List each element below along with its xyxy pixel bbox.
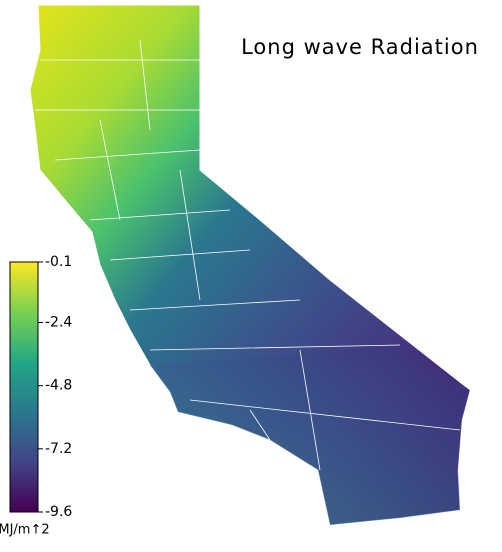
south-region (150, 345, 470, 525)
colorbar: MJ/m↑2 -0.1 -2.4 -4.8 -7.2 -9.6 (0, 254, 72, 538)
islands (186, 446, 273, 488)
county-lines (35, 39, 461, 471)
colorbar-tick-label: -9.6 (45, 504, 72, 520)
colorbar-tick-label: -4.8 (45, 378, 72, 394)
colorbar-tick-label: -2.4 (45, 315, 72, 331)
colorbar-tick-label: -7.2 (45, 441, 72, 457)
map-title: Long wave Radiation (241, 35, 479, 59)
colorbar-scale (9, 261, 39, 513)
colorbar-unit: MJ/m↑2 (0, 523, 50, 538)
california-map (29, 4, 471, 526)
colorbar-tick-label: -0.1 (45, 254, 72, 270)
